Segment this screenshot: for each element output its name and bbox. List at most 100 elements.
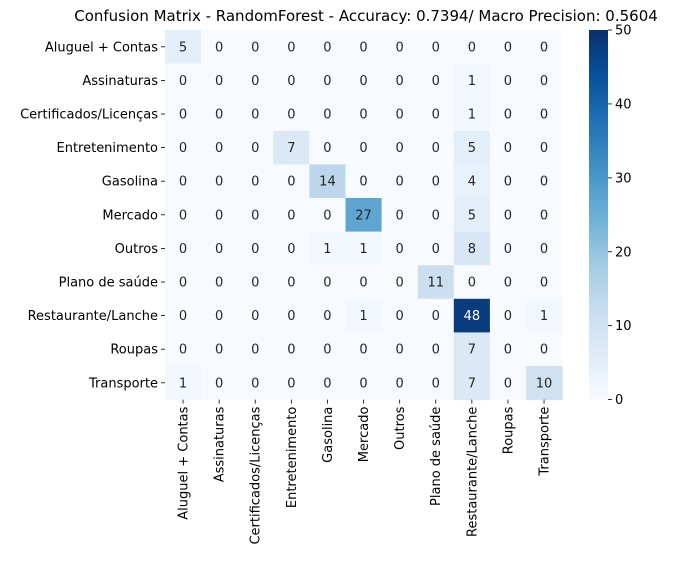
cell-value-label: 0 <box>179 108 187 123</box>
heatmap-cell <box>273 130 310 165</box>
cell-value-label: 0 <box>540 242 548 257</box>
heatmap-cell <box>381 63 419 98</box>
cell-value-label: 0 <box>504 74 512 89</box>
heatmap-cell <box>309 198 346 233</box>
heatmap-cell <box>165 198 202 233</box>
heatmap-cell <box>489 30 527 65</box>
heatmap-cell <box>309 164 346 199</box>
cell-value-label: 8 <box>468 242 476 257</box>
cell-value-label: 0 <box>323 376 331 391</box>
heatmap-cell <box>381 298 419 333</box>
cell-value-label: 0 <box>179 343 187 358</box>
cell-value-label: 0 <box>359 74 367 89</box>
cell-value-label: 0 <box>251 376 259 391</box>
heatmap-cell <box>201 63 238 98</box>
heatmap-cell <box>417 231 455 266</box>
heatmap-cell <box>526 97 563 132</box>
heatmap-cell <box>309 332 346 367</box>
cell-value-label: 10 <box>536 376 553 391</box>
heatmap-cell <box>273 97 310 132</box>
heatmap-cell <box>345 366 383 401</box>
heatmap-cell <box>381 164 419 199</box>
cell-value-label: 0 <box>251 208 259 223</box>
heatmap-cell <box>165 30 202 65</box>
cell-value-label: 0 <box>215 376 223 391</box>
cell-value-label: 27 <box>355 208 372 223</box>
cell-value-label: 0 <box>396 40 404 55</box>
heatmap-cell <box>201 332 238 367</box>
x-tick-label: Transporte <box>538 407 553 477</box>
heatmap-cell <box>237 63 274 98</box>
y-tick-label: Restaurante/Lanche <box>28 309 158 324</box>
cell-value-label: 0 <box>359 376 367 391</box>
heatmap-cell <box>381 332 419 367</box>
heatmap-cell <box>526 198 563 233</box>
heatmap-cell <box>526 30 563 65</box>
cell-value-label: 5 <box>468 141 476 156</box>
heatmap-cell <box>489 97 527 132</box>
heatmap-cell <box>273 366 310 401</box>
heatmap-cell <box>417 97 455 132</box>
y-tick-label: Aluguel + Contas <box>45 40 158 55</box>
heatmap-cell <box>273 30 310 65</box>
heatmap-cell <box>453 231 491 266</box>
cell-value-label: 0 <box>179 208 187 223</box>
cell-value-label: 0 <box>432 141 440 156</box>
x-tick-label: Mercado <box>357 407 372 463</box>
heatmap-cell <box>201 97 238 132</box>
heatmap-cell <box>453 164 491 199</box>
heatmap-cell <box>526 298 563 333</box>
heatmap-cell <box>201 231 238 266</box>
heatmap-cell <box>309 231 346 266</box>
cell-value-label: 0 <box>432 242 440 257</box>
cell-value-label: 0 <box>432 175 440 190</box>
heatmap-cell <box>273 231 310 266</box>
heatmap-cell <box>489 265 527 300</box>
cell-value-label: 0 <box>432 343 440 358</box>
cell-value-label: 0 <box>251 309 259 324</box>
heatmap-cell <box>309 366 346 401</box>
heatmap-cell <box>165 130 202 165</box>
cell-value-label: 0 <box>287 175 295 190</box>
cell-value-label: 0 <box>251 141 259 156</box>
heatmap-cell <box>165 63 202 98</box>
cell-value-label: 0 <box>432 309 440 324</box>
heatmap-cell <box>417 30 455 65</box>
heatmap-cell <box>309 265 346 300</box>
cell-value-label: 0 <box>540 276 548 291</box>
heatmap-cell <box>526 164 563 199</box>
x-tick-label: Roupas <box>501 406 516 454</box>
cell-value-label: 7 <box>468 343 476 358</box>
cell-value-label: 0 <box>215 141 223 156</box>
heatmap-cell <box>345 97 383 132</box>
heatmap-cell <box>237 298 274 333</box>
cell-value-label: 0 <box>179 74 187 89</box>
heatmap-cell <box>201 298 238 333</box>
heatmap-cell <box>417 298 455 333</box>
heatmap-cell <box>273 63 310 98</box>
heatmap-cell <box>201 30 238 65</box>
cell-value-label: 0 <box>504 343 512 358</box>
cell-value-label: 0 <box>287 276 295 291</box>
cell-value-label: 0 <box>540 343 548 358</box>
heatmap-cell <box>381 366 419 401</box>
cell-value-label: 0 <box>251 40 259 55</box>
cell-value-label: 0 <box>359 141 367 156</box>
heatmap-cell <box>201 366 238 401</box>
heatmap-cell <box>417 332 455 367</box>
cell-value-label: 0 <box>540 141 548 156</box>
cell-value-label: 0 <box>287 376 295 391</box>
cell-value-label: 1 <box>359 242 367 257</box>
heatmap-cell <box>237 366 274 401</box>
cell-value-label: 7 <box>468 376 476 391</box>
y-tick-label: Transporte <box>88 376 158 391</box>
cell-value-label: 0 <box>179 309 187 324</box>
x-tick-label: Aluguel + Contas <box>177 406 192 519</box>
cell-value-label: 0 <box>396 108 404 123</box>
cell-value-label: 0 <box>287 309 295 324</box>
heatmap-cell <box>345 30 383 65</box>
heatmap-cell <box>309 130 346 165</box>
heatmap-cell <box>345 332 383 367</box>
cell-value-label: 0 <box>215 40 223 55</box>
